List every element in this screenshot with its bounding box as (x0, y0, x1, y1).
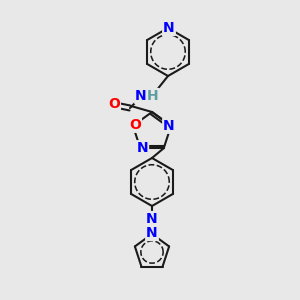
Text: N: N (146, 226, 158, 240)
Text: O: O (108, 97, 120, 111)
Text: N: N (146, 212, 158, 226)
Text: O: O (129, 118, 141, 132)
Text: N: N (163, 119, 175, 133)
Text: N: N (136, 141, 148, 155)
Text: N: N (163, 21, 175, 35)
Text: H: H (147, 89, 159, 103)
Text: N: N (135, 89, 147, 103)
